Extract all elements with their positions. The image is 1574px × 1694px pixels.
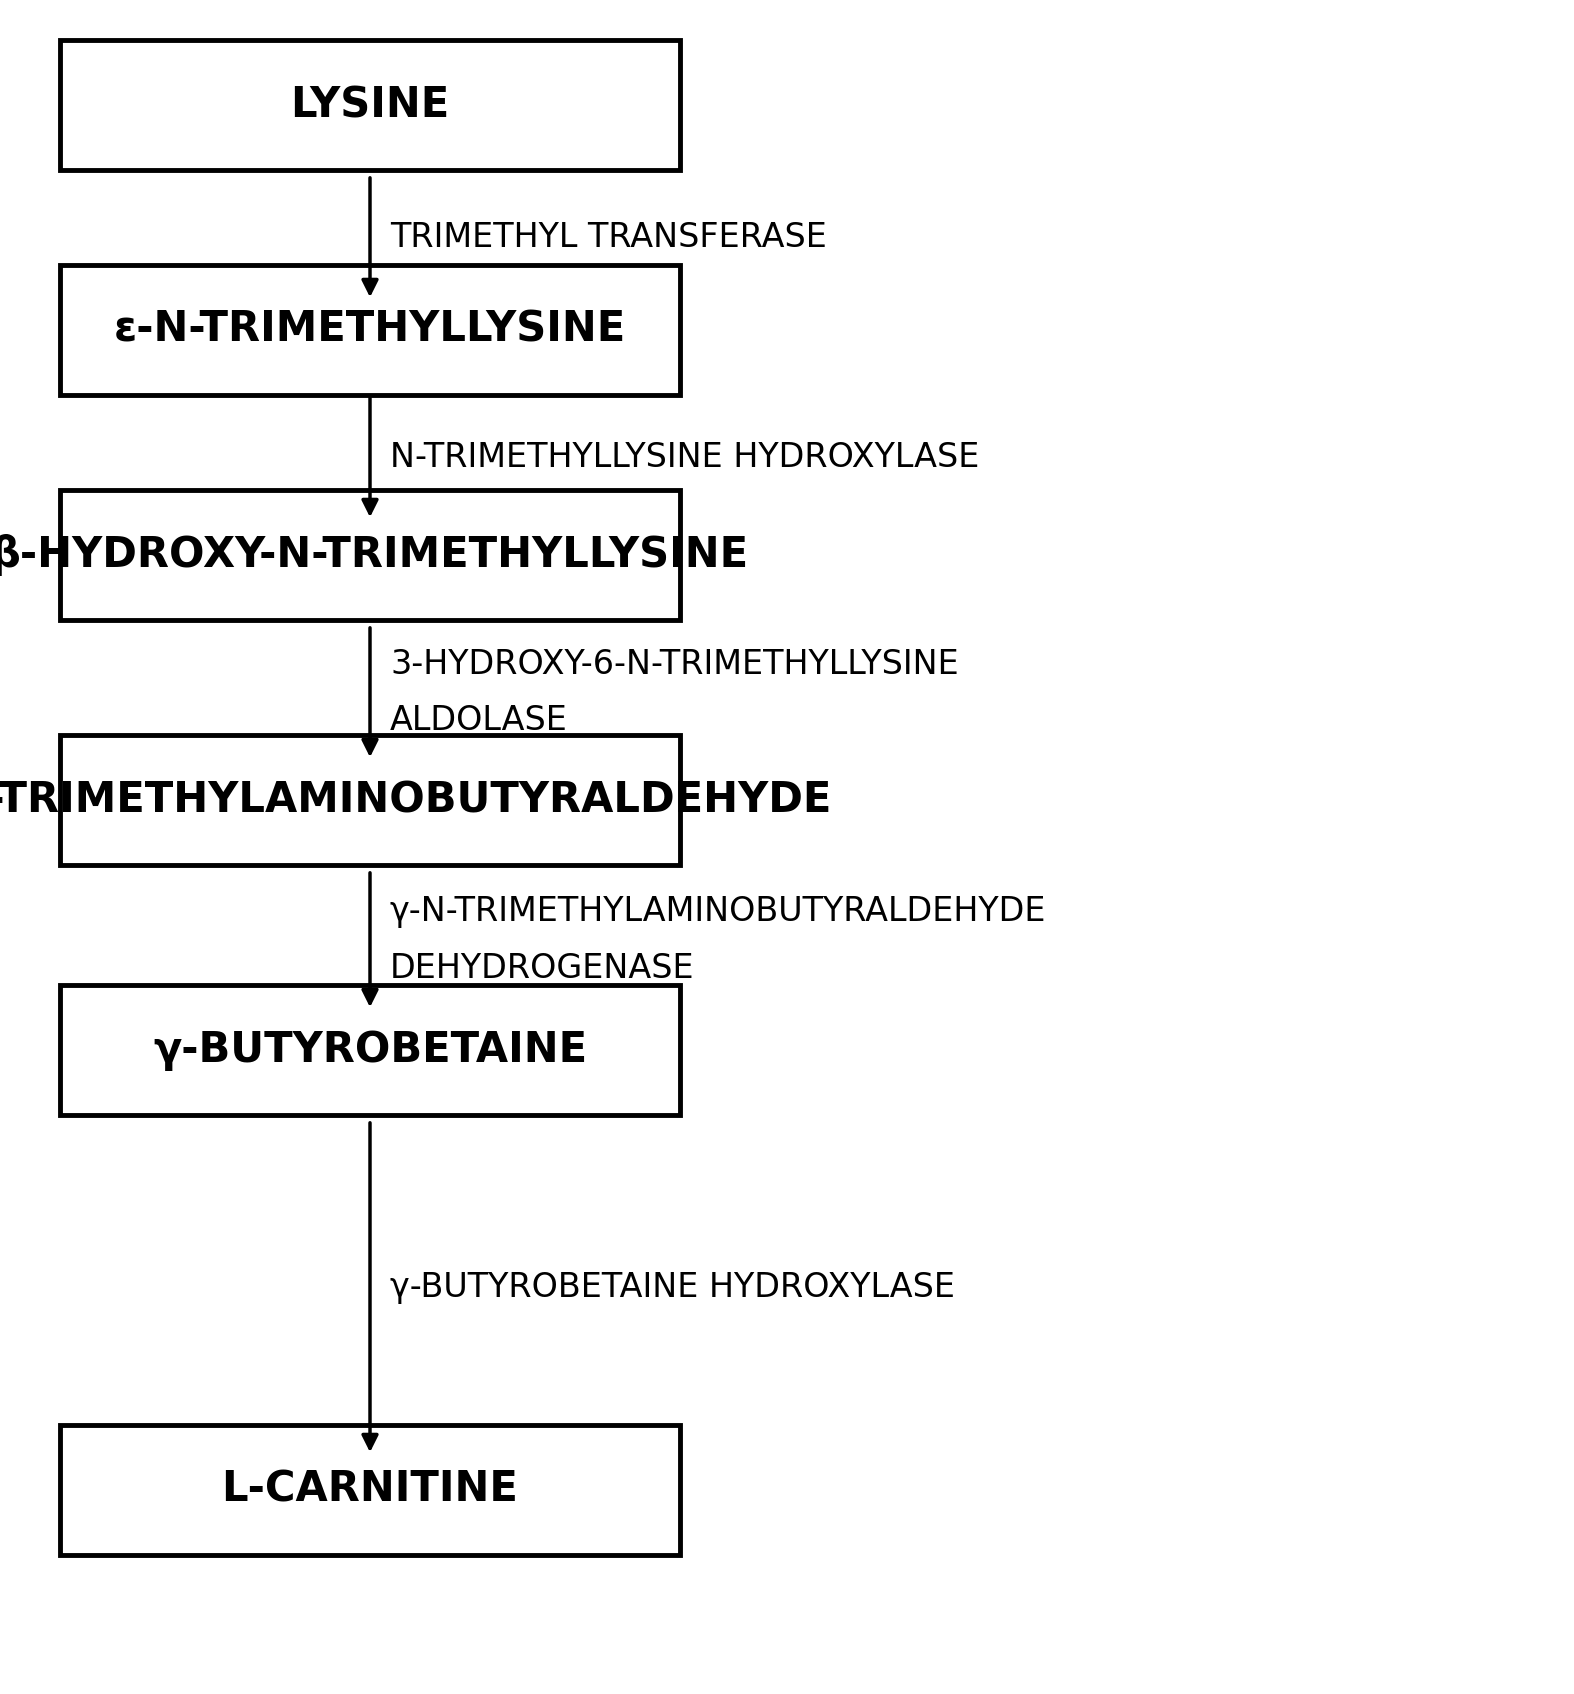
Text: TRIMETHYL TRANSFERASE: TRIMETHYL TRANSFERASE xyxy=(390,220,826,254)
Text: L-CARNITINE: L-CARNITINE xyxy=(222,1469,518,1511)
Bar xyxy=(60,984,680,1115)
Text: LYSINE: LYSINE xyxy=(290,85,450,125)
Text: 3-HYDROXY-6-N-TRIMETHYLLYSINE: 3-HYDROXY-6-N-TRIMETHYLLYSINE xyxy=(390,649,959,681)
Text: ALDOLASE: ALDOLASE xyxy=(390,705,568,737)
Text: γ-N-TRIMETHYLAMINOBUTYRALDEHYDE: γ-N-TRIMETHYLAMINOBUTYRALDEHYDE xyxy=(0,779,833,822)
Bar xyxy=(60,490,680,620)
Bar xyxy=(60,41,680,169)
Bar xyxy=(60,264,680,395)
Bar xyxy=(60,1425,680,1555)
Text: β-HYDROXY-N-TRIMETHYLLYSINE: β-HYDROXY-N-TRIMETHYLLYSINE xyxy=(0,534,749,576)
Text: ε-N-TRIMETHYLLYSINE: ε-N-TRIMETHYLLYSINE xyxy=(113,308,626,351)
Text: γ-BUTYROBETAINE: γ-BUTYROBETAINE xyxy=(153,1028,587,1071)
Bar xyxy=(60,735,680,866)
Text: N-TRIMETHYLLYSINE HYDROXYLASE: N-TRIMETHYLLYSINE HYDROXYLASE xyxy=(390,440,979,474)
Text: γ-BUTYROBETAINE HYDROXYLASE: γ-BUTYROBETAINE HYDROXYLASE xyxy=(390,1270,955,1304)
Text: γ-N-TRIMETHYLAMINOBUTYRALDEHYDE: γ-N-TRIMETHYLAMINOBUTYRALDEHYDE xyxy=(390,896,1047,928)
Text: DEHYDROGENASE: DEHYDROGENASE xyxy=(390,952,694,984)
